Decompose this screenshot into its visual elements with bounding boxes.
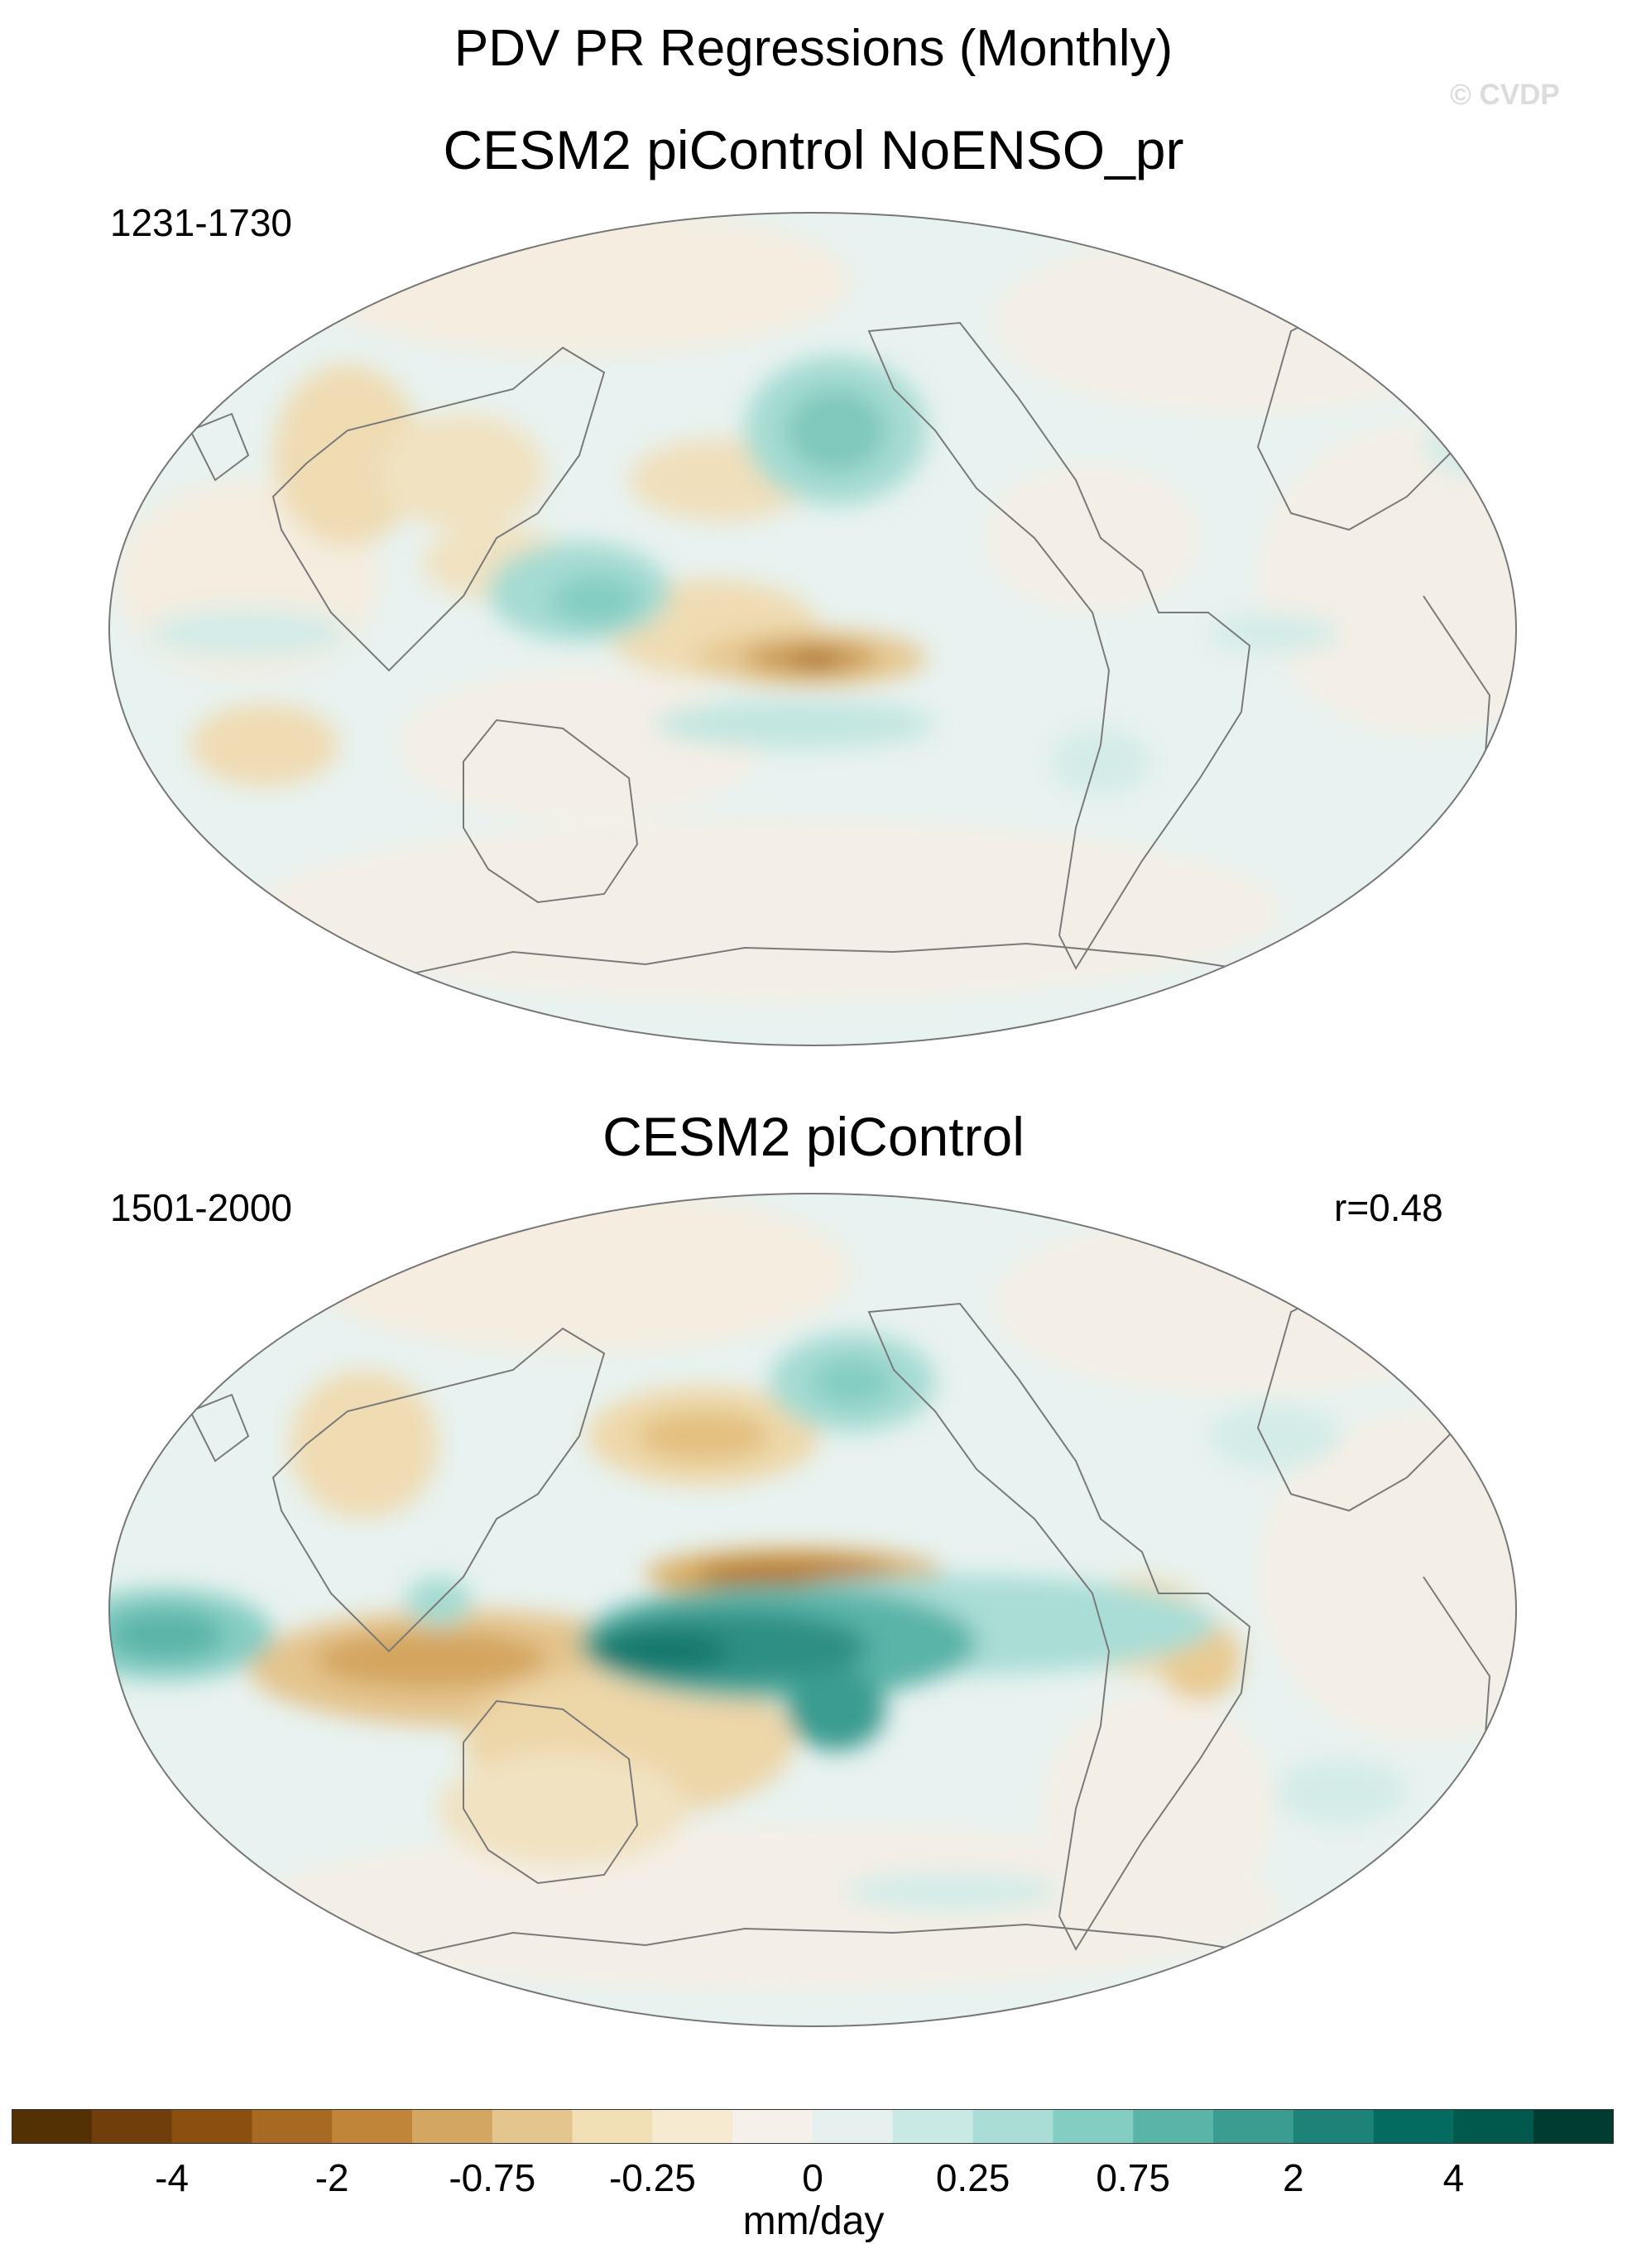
- colorbar-tick-label: 0: [802, 2156, 823, 2199]
- colorbar-box-4: [332, 2109, 413, 2144]
- figure-title: PDV PR Regressions (Monthly): [454, 20, 1173, 77]
- colorbar-box-14: [1133, 2109, 1214, 2144]
- colorbar-box-18: [1453, 2109, 1534, 2144]
- colorbar-box-12: [972, 2109, 1053, 2144]
- panel-1-map: [108, 212, 1517, 1046]
- panel-2-coastlines: [132, 1269, 1491, 1958]
- colorbar-box-8: [652, 2109, 733, 2144]
- colorbar-tick-label: -2: [314, 2156, 349, 2199]
- panel-1-period: 1231-1730: [110, 201, 292, 244]
- colorbar-box-17: [1373, 2109, 1454, 2144]
- colorbar-box-1: [91, 2109, 173, 2144]
- panel-1-title: CESM2 piControl NoENSO_pr: [443, 119, 1184, 180]
- colorbar: [12, 2109, 1614, 2144]
- colorbar-tick-label: -0.75: [449, 2156, 536, 2199]
- colorbar-box-11: [892, 2109, 974, 2144]
- colorbar-box-3: [252, 2109, 333, 2144]
- cvdp-watermark: © CVDP: [1450, 79, 1560, 111]
- panel-2-period: 1501-2000: [110, 1186, 292, 1229]
- colorbar-tick-label: 0.25: [935, 2156, 1010, 2199]
- colorbar-tick-label: -0.25: [608, 2156, 696, 2199]
- panel-1-anomaly-field: [116, 213, 1516, 1002]
- colorbar-box-0: [12, 2109, 93, 2144]
- panel-2-map-border: [108, 1193, 1517, 2027]
- panel-1-map-border: [108, 212, 1517, 1046]
- colorbar-tick-label: 0.75: [1096, 2156, 1170, 2199]
- colorbar-box-5: [412, 2109, 493, 2144]
- colorbar-box-7: [572, 2109, 653, 2144]
- colorbar-units: mm/day: [742, 2199, 885, 2243]
- colorbar-box-13: [1053, 2109, 1134, 2144]
- colorbar-box-9: [732, 2109, 814, 2144]
- colorbar-tick-label: -4: [155, 2156, 190, 2199]
- colorbar-tick-labels: -4 -2 -0.75 -0.25 0 0.25 0.75 2 4: [0, 2155, 1627, 2205]
- panel-2-title: CESM2 piControl: [602, 1106, 1025, 1167]
- colorbar-box-2: [171, 2109, 252, 2144]
- panel-2-pattern-correlation: r=0.48: [1334, 1186, 1443, 1229]
- colorbar-box-16: [1293, 2109, 1375, 2144]
- colorbar-box-15: [1213, 2109, 1294, 2144]
- colorbar-box-19: [1533, 2109, 1614, 2144]
- panel-2-map: [108, 1193, 1517, 2027]
- colorbar-box-6: [492, 2109, 574, 2144]
- colorbar-tick-label: 2: [1283, 2156, 1304, 2199]
- colorbar-tick-label: 4: [1442, 2156, 1465, 2199]
- colorbar-box-10: [813, 2109, 894, 2144]
